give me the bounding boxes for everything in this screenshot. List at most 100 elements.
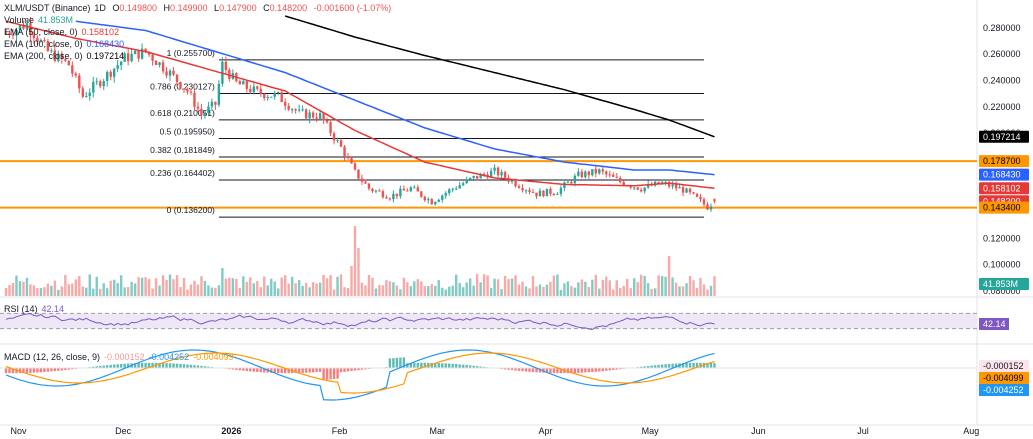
macd-histogram-bar (99, 365, 102, 368)
volume-bar (140, 277, 144, 296)
legend-ema200-value: 0.197214 (86, 51, 125, 61)
macd-histogram-bar (413, 362, 416, 368)
candle-body (646, 184, 650, 188)
candle-body (322, 113, 325, 121)
volume-bar (256, 280, 259, 296)
volume-bar (245, 281, 249, 296)
price-badge-label: 41.853M (983, 279, 1018, 289)
price-badge: 41.853M (979, 278, 1029, 290)
interval[interactable]: 1D (94, 3, 106, 13)
volume-bar (332, 289, 336, 296)
candle-body (332, 133, 336, 141)
volume-bar (203, 280, 207, 296)
volume-bar (189, 284, 193, 296)
volume-bar (158, 285, 161, 296)
volume-bar (605, 276, 608, 296)
macd-histogram-bar (165, 363, 168, 368)
volume-bar (311, 282, 315, 296)
legend-volume[interactable]: Volume 41.853M (4, 15, 77, 25)
candle-body (343, 146, 346, 157)
candle-body (367, 183, 371, 189)
macd-histogram-bar (503, 368, 507, 370)
volume-bar (193, 280, 196, 296)
candle-body (479, 173, 482, 179)
macd-histogram-bar (336, 368, 339, 379)
volume-bar (399, 289, 402, 296)
volume-bar (510, 278, 514, 296)
macd-histogram-bar (517, 368, 521, 371)
candle-body (137, 50, 140, 59)
macd-histogram-bar (284, 368, 287, 374)
legend-ema200[interactable]: EMA (200, close, 0) 0.197214 (4, 51, 128, 61)
rsi-line (5, 313, 715, 331)
candle-body (427, 199, 430, 201)
price-tick-label: 0.100000 (983, 260, 1021, 270)
time-tick-label: Aug (963, 426, 979, 436)
volume-bar (549, 281, 552, 296)
volume-bar (242, 276, 245, 296)
candle-body (112, 68, 116, 77)
volume-bar (284, 275, 287, 296)
legend-ema100-label: EMA (100, close, 0) (4, 39, 83, 49)
volume-bar (273, 281, 276, 296)
symbol-name[interactable]: XLM/USDT (Binance) (4, 3, 91, 13)
candle-body (416, 187, 420, 192)
volume-bar (455, 274, 458, 296)
ohlc-close: 0.148200 (269, 3, 308, 13)
macd-histogram-bar (46, 368, 50, 372)
ohlc-high: 0.149900 (169, 3, 208, 13)
symbol-header: XLM/USDT (Binance) 1D O0.149800 H0.149900… (4, 3, 395, 13)
candle-body (238, 81, 242, 85)
rsi-pane (0, 312, 977, 331)
candle-body (448, 189, 451, 194)
legend-rsi[interactable]: RSI (14) 42.14 (4, 304, 68, 314)
legend-macd[interactable]: MACD (12, 26, close, 9) -0.000152 -0.00425… (4, 352, 238, 362)
time-tick-label: Feb (332, 426, 348, 436)
macd-histogram-bar (458, 364, 461, 368)
volume-bar (102, 283, 105, 296)
volume-bar (371, 277, 374, 296)
price-tick-label: 0.280000 (983, 23, 1021, 33)
macd-histogram-bar (67, 368, 71, 370)
volume-bar (214, 287, 217, 296)
macd-histogram-bar (196, 365, 200, 368)
volume-bar (339, 274, 343, 296)
macd-histogram-bar (639, 366, 643, 368)
candle-body (500, 172, 503, 176)
volume-bar (151, 288, 154, 296)
candle-body (339, 140, 343, 147)
candle-body (514, 180, 517, 187)
legend-ema100[interactable]: EMA (100, close, 0) 0.168430 (4, 39, 128, 49)
candle-body (521, 187, 524, 191)
volume-bars (4, 226, 716, 296)
macd-histogram-bar (402, 357, 406, 368)
volume-bar (161, 275, 165, 296)
macd-badge: -0.004252 (979, 384, 1029, 396)
candle-body (388, 198, 392, 200)
candle-body (503, 172, 507, 178)
price-badge-bg (979, 278, 1029, 290)
macd-histogram-bar (71, 368, 74, 370)
volume-bar (50, 285, 53, 296)
candle-body (165, 71, 168, 76)
volume-bar (224, 278, 228, 296)
candle-body (531, 192, 535, 194)
price-badge-bg (979, 155, 1029, 168)
macd-histogram-bar (263, 368, 266, 373)
volume-bar (706, 289, 709, 296)
candle-body (713, 199, 716, 202)
candle-body (423, 196, 426, 201)
macd-histogram-bar (179, 363, 182, 368)
volume-bar (643, 275, 646, 296)
candle-body (493, 167, 496, 171)
macd-histogram-bar (437, 363, 440, 368)
macd-histogram-bar (615, 368, 618, 370)
volume-bar (238, 287, 242, 296)
candle-body (413, 187, 416, 189)
legend-ema50[interactable]: EMA (50, close, 0) 0.158102 (4, 27, 123, 37)
legend-macd-signal: -0.004099 (193, 352, 234, 362)
volume-bar (221, 268, 224, 296)
macd-histogram-bar (294, 368, 297, 374)
volume-bar (514, 275, 517, 296)
